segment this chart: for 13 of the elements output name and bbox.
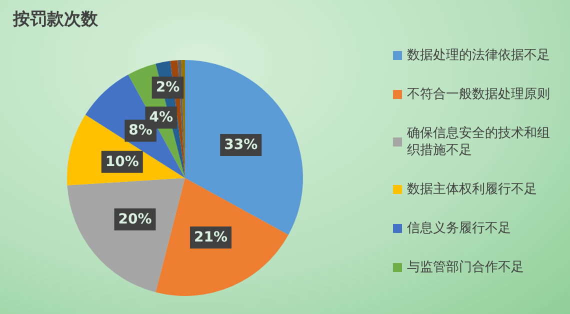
legend-label: 信息义务履行不足	[407, 221, 511, 236]
data-label: 10%	[105, 154, 139, 170]
data-label: 20%	[118, 211, 152, 228]
legend-label: 数据主体权利履行不足	[407, 181, 537, 197]
legend-label: 不符合一般数据处理原则	[407, 87, 550, 102]
legend-label: 与监管部门合作不足	[407, 259, 524, 275]
data-label: 33%	[224, 136, 258, 153]
chart-title: 按罚款次数	[12, 10, 99, 30]
data-label: 21%	[194, 230, 228, 246]
data-label: 4%	[149, 110, 173, 126]
legend-label: 数据处理的法律依据不足	[407, 48, 550, 63]
legend-label: 确保信息安全的技术和组织措施不足	[406, 125, 550, 158]
data-label: 2%	[156, 80, 180, 96]
